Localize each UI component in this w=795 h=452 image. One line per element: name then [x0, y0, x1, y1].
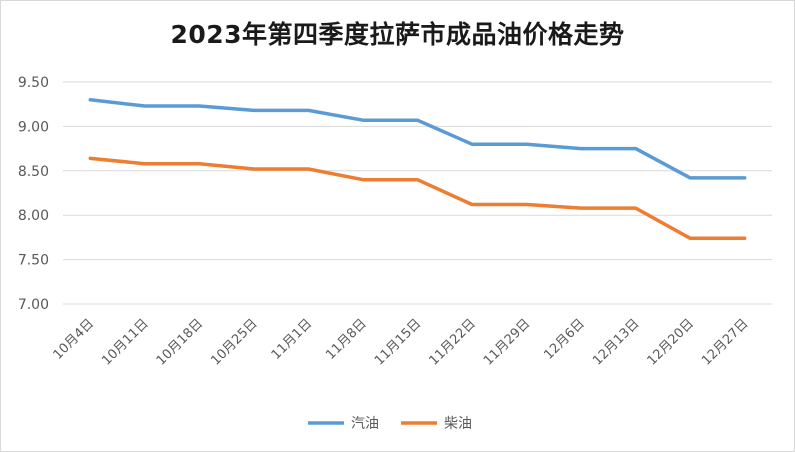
y-tick-label: 9.00: [18, 119, 49, 135]
x-tick-label: 11月29日: [481, 316, 533, 368]
legend-label: 汽油: [351, 416, 379, 432]
y-tick-label: 9.50: [18, 75, 49, 91]
x-tick-label: 11月15日: [372, 316, 424, 368]
series-line-1: [88, 98, 747, 180]
series-line-2: [88, 156, 747, 241]
x-tick-label: 12月27日: [699, 316, 751, 368]
x-tick-label: 10月4日: [51, 316, 98, 363]
x-tick-label: 12月13日: [590, 316, 642, 368]
x-tick-label: 10月11日: [99, 316, 151, 368]
x-tick-label: 10月18日: [154, 316, 206, 368]
x-tick-label: 11月8日: [323, 316, 370, 363]
x-tick-label: 12月20日: [645, 316, 697, 368]
y-tick-label: 7.50: [18, 253, 49, 269]
x-tick-label: 11月1日: [269, 316, 316, 363]
x-tick-label: 10月25日: [208, 316, 260, 368]
y-tick-label: 7.00: [18, 297, 49, 313]
y-tick-label: 8.00: [18, 208, 49, 224]
chart-title: 2023年第四季度拉萨市成品油价格走势: [170, 20, 625, 49]
x-tick-label: 12月6日: [541, 316, 588, 363]
legend-label: 柴油: [444, 416, 472, 432]
x-tick-label: 11月22日: [426, 316, 478, 368]
y-tick-label: 8.50: [18, 164, 49, 180]
